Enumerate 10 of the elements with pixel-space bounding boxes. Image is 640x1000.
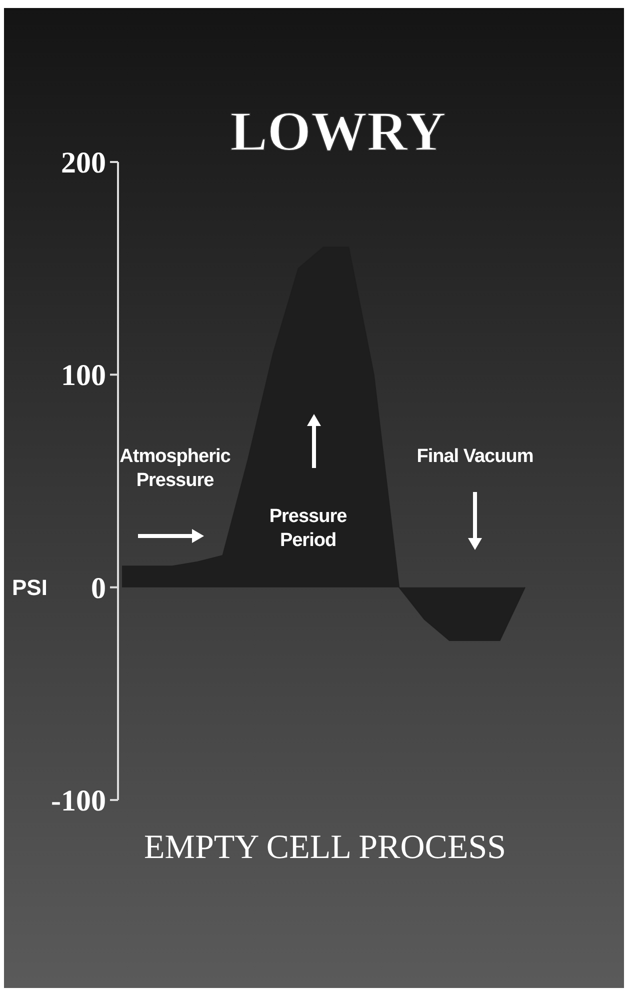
y-tick-label: 200 (61, 146, 106, 180)
annotation: Final Vacuum (416, 446, 534, 467)
annotation: Pressure Period (269, 506, 347, 551)
y-tick-label: 100 (61, 359, 106, 392)
annotation: Atmospheric Pressure (120, 446, 232, 491)
y-axis-title: PSI (12, 575, 48, 600)
text: EMPTY CELL PROCESS (144, 829, 506, 866)
chart-title: LOWRY (230, 101, 446, 163)
y-tick-label: -100 (51, 784, 106, 818)
y-tick-label: 0 (91, 572, 106, 605)
